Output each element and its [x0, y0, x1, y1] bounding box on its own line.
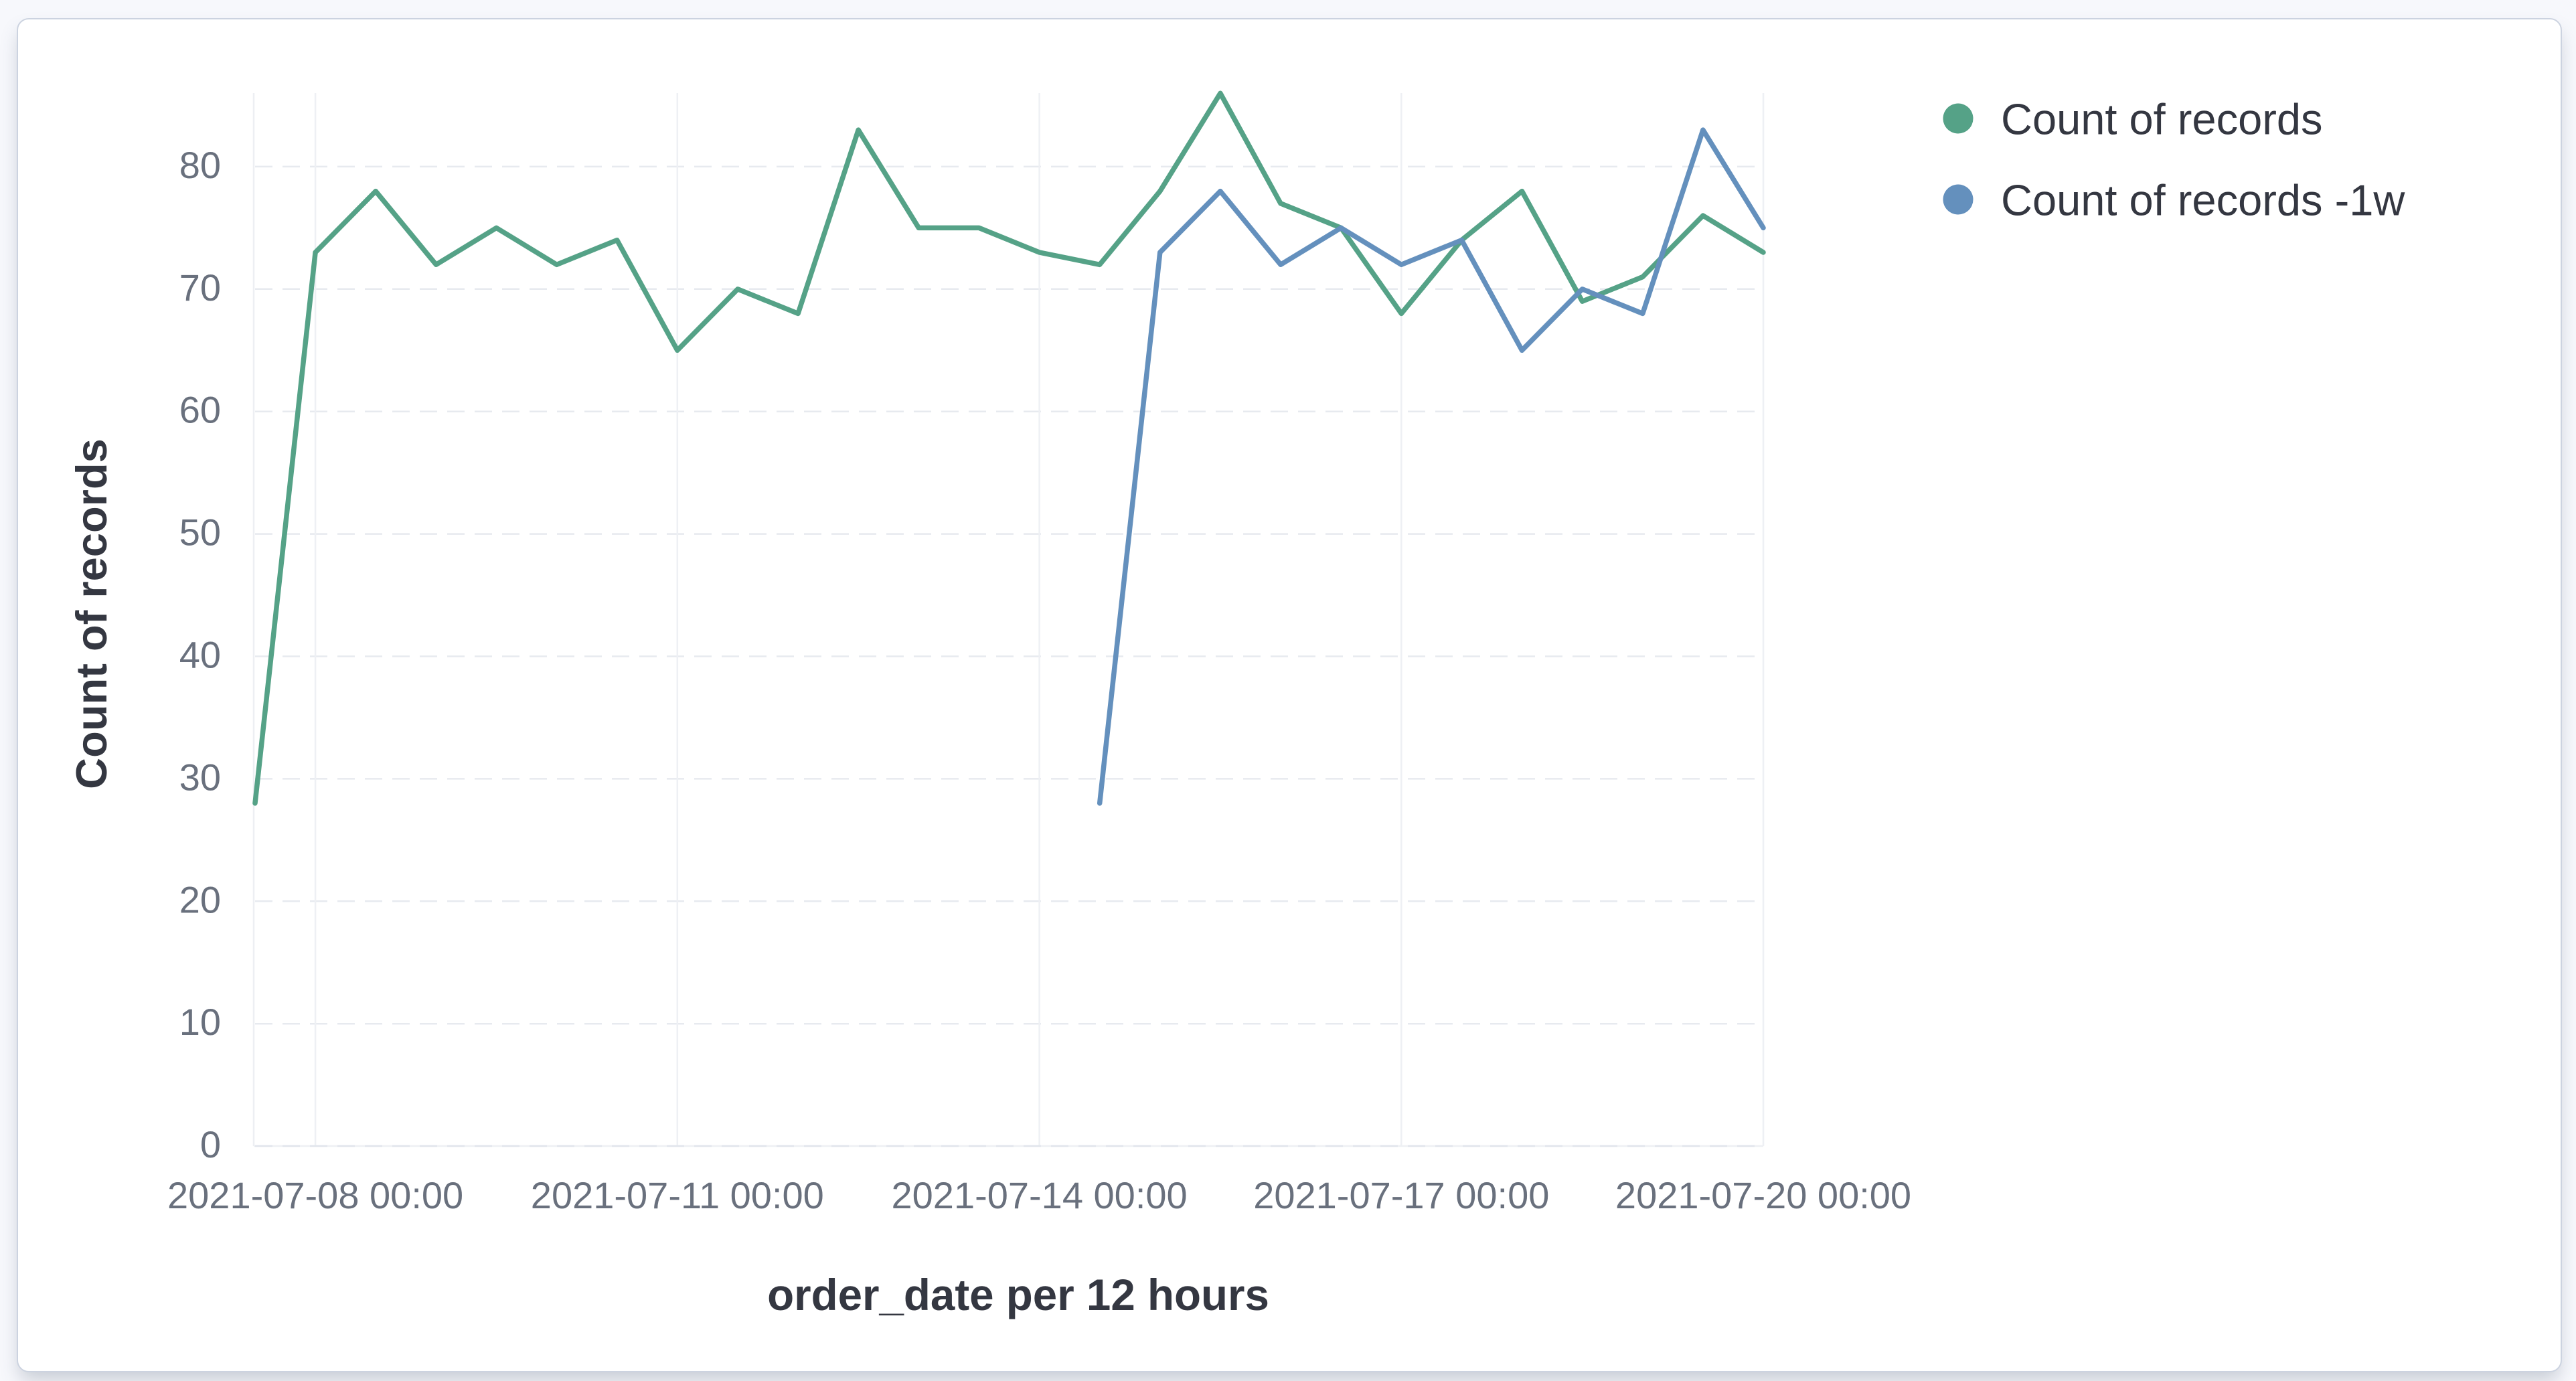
svg-text:Count of records: Count of records [2001, 94, 2323, 143]
svg-text:50: 50 [179, 511, 221, 554]
svg-text:2021-07-08 00:00: 2021-07-08 00:00 [167, 1174, 463, 1216]
svg-text:2021-07-20 00:00: 2021-07-20 00:00 [1615, 1174, 1911, 1216]
svg-text:order_date per 12 hours: order_date per 12 hours [767, 1271, 1269, 1319]
svg-text:2021-07-17 00:00: 2021-07-17 00:00 [1253, 1174, 1549, 1216]
svg-text:70: 70 [179, 266, 221, 309]
svg-text:40: 40 [179, 634, 221, 676]
svg-text:60: 60 [179, 389, 221, 431]
svg-text:80: 80 [179, 144, 221, 186]
svg-text:2021-07-14 00:00: 2021-07-14 00:00 [892, 1174, 1188, 1216]
svg-text:10: 10 [179, 1001, 221, 1043]
svg-text:2021-07-11 00:00: 2021-07-11 00:00 [531, 1174, 824, 1216]
svg-text:0: 0 [200, 1123, 221, 1165]
svg-text:Count of records: Count of records [67, 438, 116, 789]
svg-text:Count of records -1w: Count of records -1w [2001, 175, 2405, 224]
svg-text:30: 30 [179, 756, 221, 798]
svg-text:20: 20 [179, 878, 221, 920]
